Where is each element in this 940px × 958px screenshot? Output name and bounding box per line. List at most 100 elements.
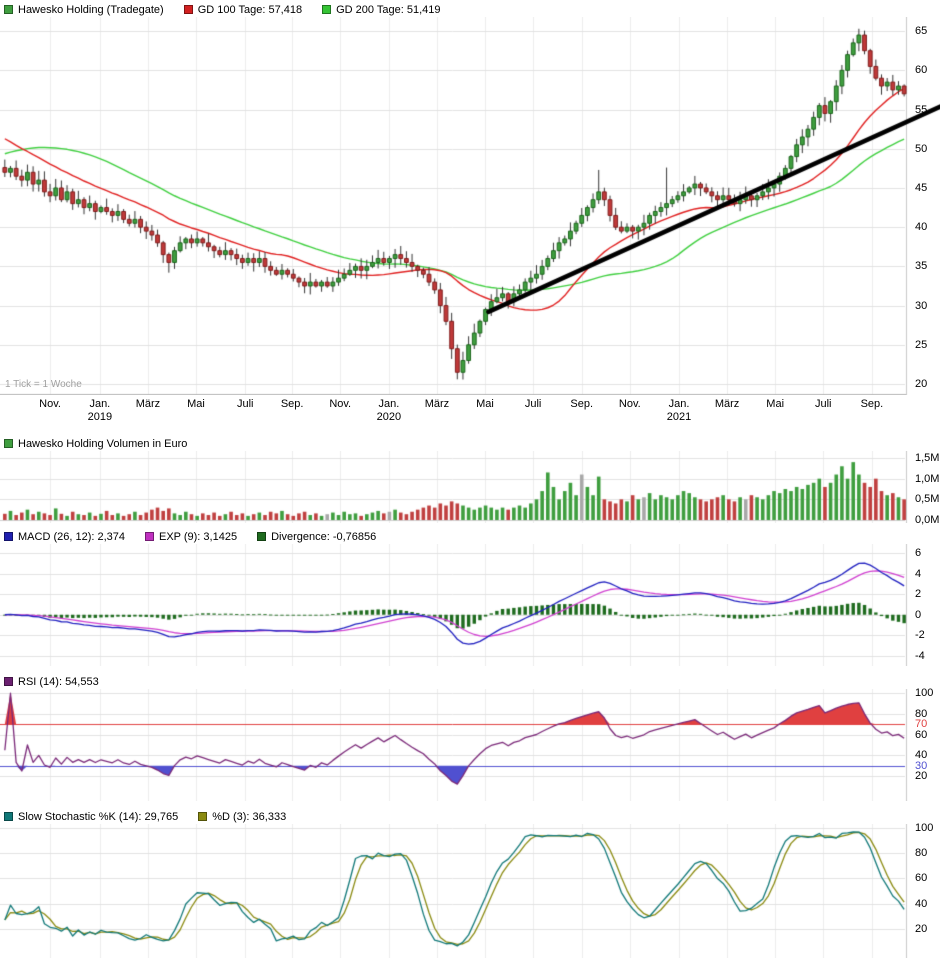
y-axis-label: 0,0M xyxy=(915,514,940,526)
y-axis-label: 30 xyxy=(915,759,928,772)
y-axis-label: 35 xyxy=(915,260,928,273)
x-axis-month-label: Juli xyxy=(524,398,542,410)
y-axis-label: 50 xyxy=(915,142,928,155)
x-axis-month-label: Sep. xyxy=(860,398,884,410)
y-axis-label: 100 xyxy=(915,822,934,834)
x-axis-month-label: Jan. xyxy=(89,398,111,410)
legend-swatch-icon xyxy=(4,532,13,541)
legend-label: Hawesko Holding Volumen in Euro xyxy=(18,437,188,450)
y-axis-label: 20 xyxy=(915,378,928,391)
stochastic-y-axis: 100 80 60 40 20 xyxy=(909,822,940,958)
y-axis-label: -2 xyxy=(915,629,925,642)
x-axis-month-label: Mai xyxy=(476,398,494,410)
legend-swatch-icon xyxy=(183,5,193,14)
y-axis-label: -4 xyxy=(915,649,925,662)
macd-legend: MACD (26, 12): 2,374 EXP (9): 3,1425 Diver… xyxy=(0,529,940,544)
legend-item: GD 100 Tage: 57,418 xyxy=(183,3,303,16)
y-axis-label: 65 xyxy=(915,25,928,38)
legend-label: RSI (14): 54,553 xyxy=(18,675,99,688)
macd-panel: MACD (26, 12): 2,374 EXP (9): 3,1425 Diver… xyxy=(0,529,940,666)
x-axis-year-label: 2019 xyxy=(87,411,113,423)
y-axis-label: 0 xyxy=(915,608,922,621)
y-axis-label: 40 xyxy=(915,749,928,762)
y-axis-label: 25 xyxy=(915,338,928,351)
x-axis-month-label: Mai xyxy=(766,398,785,410)
legend-item: Hawesko Holding (Tradegate) xyxy=(4,4,164,16)
legend-swatch-icon xyxy=(198,812,208,821)
volume-y-axis: 1,5M 1,0M 0,5M 0,0M xyxy=(909,451,940,526)
legend-item: Divergence: -0,76856 xyxy=(257,531,376,543)
x-axis-month-label: Nov. xyxy=(329,398,352,410)
legend-label: Hawesko Holding (Tradegate) xyxy=(18,3,164,16)
legend-item: %D (3): 36,333 xyxy=(198,811,286,823)
x-axis-month-label: März xyxy=(424,398,450,410)
rsi-chart-canvas xyxy=(0,689,940,801)
stochastic-chart-canvas xyxy=(0,824,940,958)
y-axis-label: 60 xyxy=(915,728,928,741)
volume-chart-canvas xyxy=(0,451,940,523)
legend-swatch-icon xyxy=(4,439,13,448)
x-axis-month-label: Sep. xyxy=(280,398,304,410)
legend-label: GD 200 Tage: 51,419 xyxy=(336,3,441,16)
legend-label: MACD (26, 12): 2,374 xyxy=(18,530,125,543)
legend-swatch-icon xyxy=(4,812,13,821)
y-axis-label: 1,0M xyxy=(915,472,940,485)
y-axis-label: 80 xyxy=(915,707,928,720)
x-axis-month-label: März xyxy=(714,398,740,410)
y-axis-label: 0,5M xyxy=(915,493,940,506)
tick-scale-note: 1 Tick = 1 Woche xyxy=(5,379,82,390)
legend-label: GD 100 Tage: 57,418 xyxy=(197,3,303,16)
y-axis-label: 20 xyxy=(915,922,928,935)
price-chart-canvas xyxy=(0,17,940,395)
price-y-axis: 65 60 55 50 45 40 35 30 25 20 xyxy=(909,17,940,395)
y-axis-label: 6 xyxy=(915,547,922,560)
legend-item: EXP (9): 3,1425 xyxy=(145,531,237,543)
y-axis-label: 55 xyxy=(915,103,928,116)
y-axis-label: 2 xyxy=(915,588,922,601)
y-axis-label: 100 xyxy=(915,687,934,699)
y-axis-label: 30 xyxy=(915,299,928,312)
x-axis-month-label: Jan. xyxy=(378,398,400,410)
x-axis-month-label: Nov. xyxy=(39,398,61,410)
y-axis-label: 40 xyxy=(915,221,928,234)
x-axis-month-label: Sep. xyxy=(570,398,594,410)
stochastic-legend: Slow Stochastic %K (14): 29,765 %D (3): 3… xyxy=(0,809,940,824)
legend-item: Hawesko Holding Volumen in Euro xyxy=(4,438,187,450)
legend-label: %D (3): 36,333 xyxy=(212,810,287,823)
x-axis-month-label: Juli xyxy=(236,398,254,410)
legend-label: EXP (9): 3,1425 xyxy=(159,530,238,543)
y-axis-label: 70 xyxy=(915,718,928,731)
y-axis-label: 40 xyxy=(915,897,928,910)
x-axis-year-label: 2021 xyxy=(666,411,692,423)
legend-swatch-icon xyxy=(322,5,332,14)
rsi-y-axis: 100 80 70 60 40 30 20 xyxy=(909,687,940,801)
legend-item: RSI (14): 54,553 xyxy=(4,676,99,688)
x-axis-month-label: Nov. xyxy=(618,398,641,410)
y-axis-label: 20 xyxy=(915,770,928,783)
legend-swatch-icon xyxy=(257,532,267,541)
y-axis-label: 4 xyxy=(915,567,922,580)
x-axis-month-label: Jan. xyxy=(668,398,690,410)
y-axis-label: 45 xyxy=(915,181,928,194)
macd-chart-canvas xyxy=(0,544,940,666)
macd-y-axis: 6 4 2 0 -2 -4 xyxy=(909,544,940,666)
legend-item: GD 200 Tage: 51,419 xyxy=(322,3,441,16)
legend-label: Slow Stochastic %K (14): 29,765 xyxy=(18,810,179,823)
y-axis-label: 60 xyxy=(915,64,928,77)
x-axis-month-label: Juli xyxy=(814,398,832,410)
volume-panel: Hawesko Holding Volumen in Euro 1,5M 1,0M… xyxy=(0,436,940,526)
rsi-legend: RSI (14): 54,553 xyxy=(0,674,940,689)
x-axis-month-label: Mai xyxy=(187,398,205,410)
x-axis-year-label: 2020 xyxy=(376,411,402,423)
legend-swatch-icon xyxy=(4,677,13,686)
legend-label: Divergence: -0,76856 xyxy=(271,530,377,543)
rsi-panel: RSI (14): 54,553 100 80 70 60 40 30 20 xyxy=(0,674,940,801)
legend-item: MACD (26, 12): 2,374 xyxy=(4,531,125,543)
volume-legend: Hawesko Holding Volumen in Euro xyxy=(0,436,940,451)
time-axis: Nov. Jan. 2019 März Mai Juli Sep. Nov. Jan. 2020 M… xyxy=(0,395,940,431)
stochastic-panel: Slow Stochastic %K (14): 29,765 %D (3): 3… xyxy=(0,809,940,958)
y-axis-label: 60 xyxy=(915,872,928,885)
legend-swatch-icon xyxy=(4,5,13,14)
price-panel: Hawesko Holding (Tradegate) GD 100 Tage: … xyxy=(0,2,940,431)
